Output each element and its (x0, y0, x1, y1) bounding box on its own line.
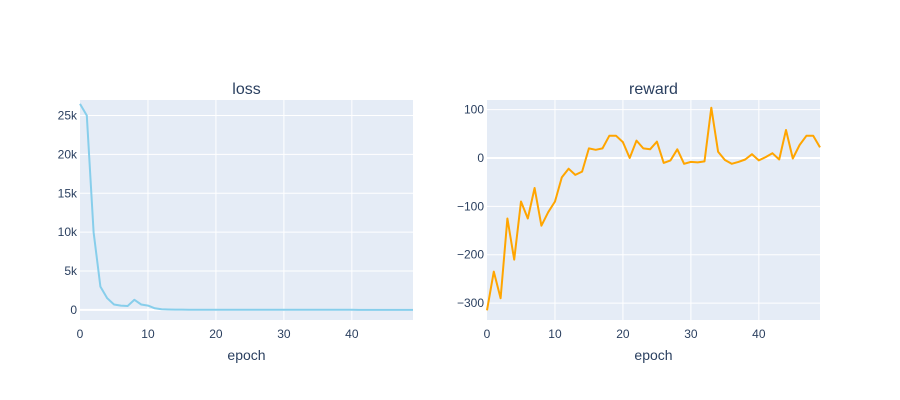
reward-x-tick-label: 40 (752, 327, 766, 341)
reward-x-tick-label: 30 (684, 327, 698, 341)
reward-y-tick-label: 100 (464, 103, 484, 117)
loss-y-tick-label: 25k (58, 109, 78, 123)
loss-line (79, 103, 413, 311)
reward-y-tick-label: −300 (457, 296, 484, 310)
loss-y-tick-label: 10k (58, 225, 78, 239)
reward-subplot: 0 10 20 30 40 −300 −200 −100 0 100 reward epoch (457, 81, 821, 363)
loss-y-tick-label: 5k (64, 264, 78, 278)
reward-x-tick-label: 20 (616, 327, 630, 341)
loss-title: loss (232, 81, 260, 98)
loss-subplot: 0 10 20 30 40 0 5k 10k 15k 20k 25k loss epoch (58, 81, 413, 363)
loss-y-tick-label: 15k (58, 186, 78, 200)
reward-x-axis-label: epoch (634, 347, 672, 363)
reward-series (486, 106, 821, 311)
reward-plot-area (487, 100, 820, 320)
loss-tick-labels: 0 10 20 30 40 0 5k 10k 15k 20k 25k (58, 109, 359, 341)
reward-title: reward (629, 81, 678, 98)
loss-x-tick-label: 30 (277, 327, 291, 341)
reward-line (486, 106, 821, 311)
loss-y-tick-label: 20k (58, 147, 78, 161)
loss-x-tick-label: 20 (209, 327, 223, 341)
reward-tick-labels: 0 10 20 30 40 −300 −200 −100 0 100 (457, 103, 766, 341)
reward-x-tick-label: 0 (484, 327, 491, 341)
loss-series (79, 103, 413, 311)
loss-x-axis-label: epoch (227, 347, 265, 363)
loss-x-tick-label: 0 (77, 327, 84, 341)
reward-y-tick-label: 0 (477, 151, 484, 165)
reward-y-tick-label: −100 (457, 199, 484, 213)
loss-plot-area (80, 100, 413, 320)
reward-x-tick-label: 10 (548, 327, 562, 341)
loss-y-tick-label: 0 (70, 303, 77, 317)
reward-y-tick-label: −200 (457, 248, 484, 262)
loss-x-tick-label: 40 (345, 327, 359, 341)
loss-x-tick-label: 10 (141, 327, 155, 341)
